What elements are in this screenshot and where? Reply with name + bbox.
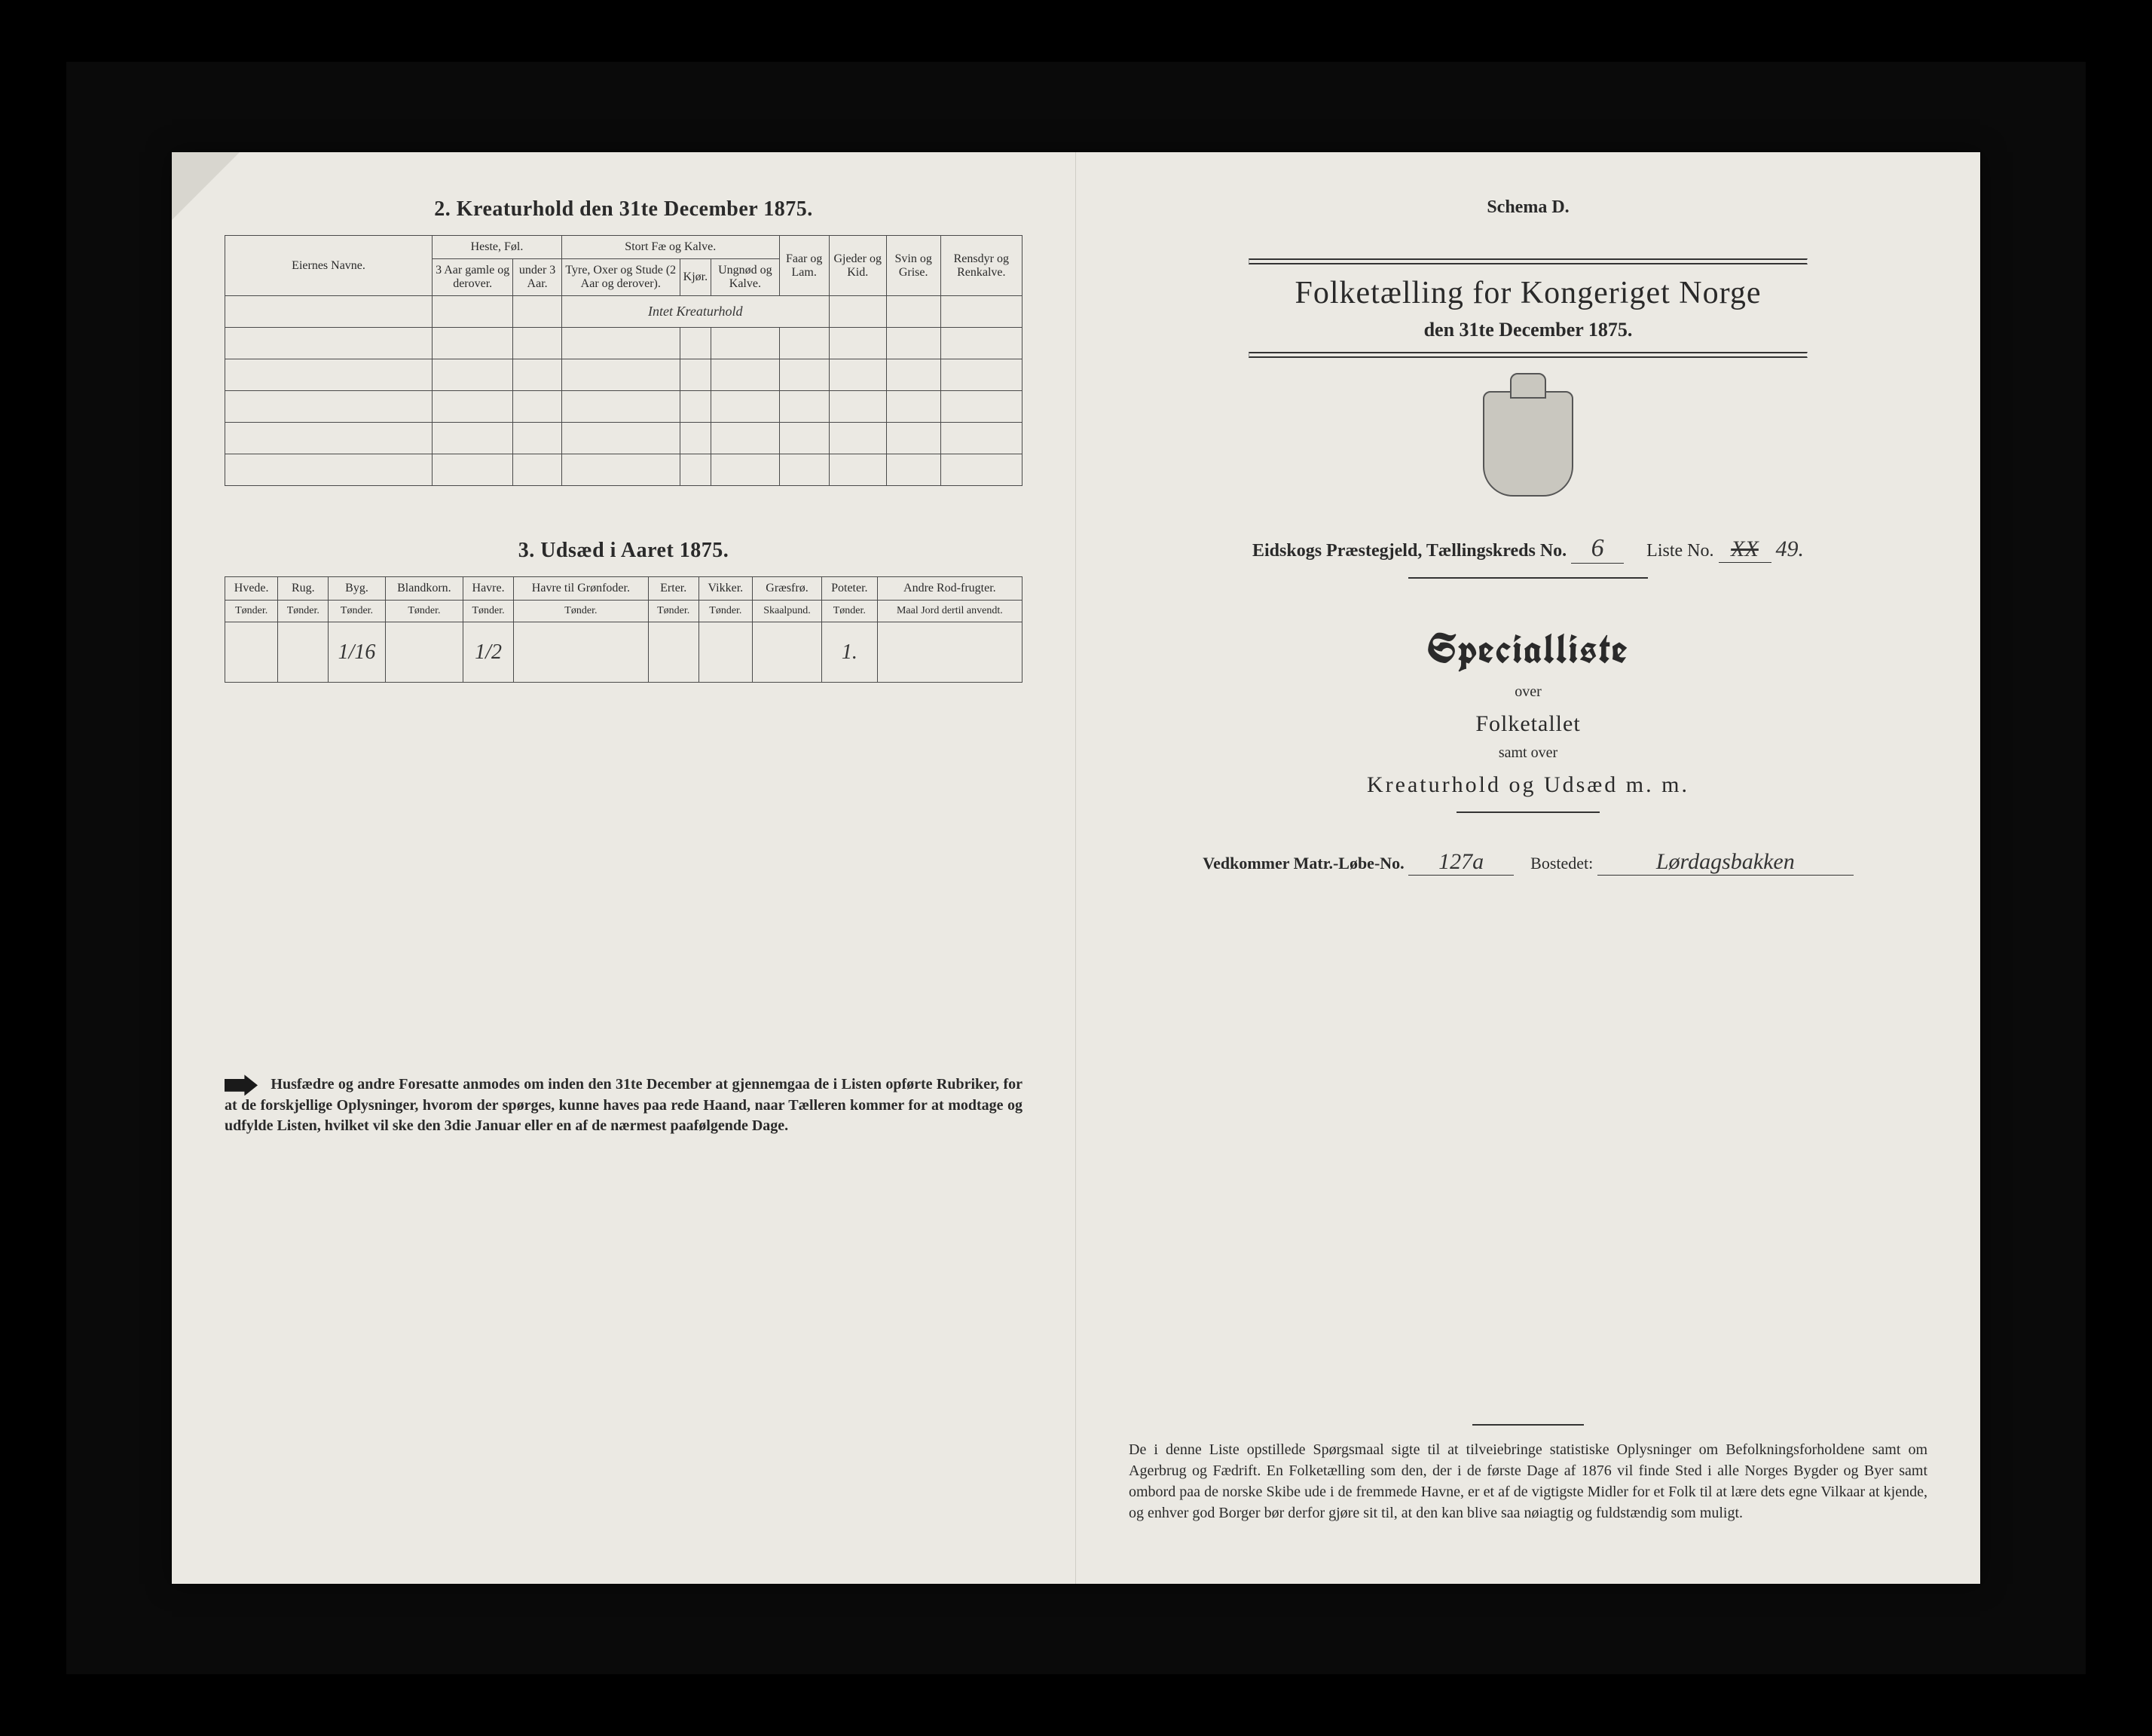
document-spread: 2. Kreaturhold den 31te December 1875. E… [172,152,1980,1584]
bostedet-label: Bostedet: [1530,854,1593,873]
table-row [225,391,433,423]
right-page: Schema D. Folketælling for Kongeriget No… [1076,152,1980,1584]
instruction-text: Husfædre og andre Foresatte anmodes om i… [225,1076,1023,1134]
list-label: Liste No. [1646,541,1713,561]
t3-col-unit: Tønder. [463,601,514,622]
t3-col-head: Andre Rod-frugter. [877,577,1022,601]
specialliste-heading: Specialliste [1129,622,1927,676]
samt-label: samt over [1129,744,1927,762]
matr-no: 127a [1408,849,1514,876]
h-horse-2: under 3 Aar. [513,259,562,296]
t3-col-head: Hvede. [225,577,278,601]
pointer-icon [225,1074,258,1096]
t3-col-head: Poteter. [821,577,877,601]
t3-value [698,622,752,683]
t3-col-head: Rug. [278,577,329,601]
t3-value [877,622,1022,683]
t3-col-unit: Tønder. [225,601,278,622]
list-no-struck: XX [1719,536,1771,563]
folketallet-label: Folketallet [1129,711,1927,737]
t3-col-unit: Maal Jord dertil anvendt. [877,601,1022,622]
t3-col-head: Havre. [463,577,514,601]
grp-horse: Heste, Føl. [433,236,562,259]
rule [1472,1424,1584,1426]
t3-value [648,622,698,683]
t3-col-head: Byg. [329,577,385,601]
table-row [225,296,433,328]
col-pig: Svin og Grise. [886,236,940,296]
t3-col-unit: Tønder. [648,601,698,622]
h-cattle-1: Tyre, Oxer og Stude (2 Aar og derover). [561,259,680,296]
page-corner-fold [172,152,240,220]
list-no: 49. [1776,536,1805,561]
census-subtitle: den 31te December 1875. [1129,319,1927,341]
h-horse-1: 3 Aar gamle og derover. [433,259,513,296]
parish-no: 6 [1571,534,1624,564]
t3-col-head: Havre til Grønfoder. [514,577,649,601]
section2-title: 2. Kreaturhold den 31te December 1875. [225,197,1023,222]
col-owner: Eiernes Navne. [225,236,433,296]
t3-value: 1/16 [329,622,385,683]
table-row [225,359,433,391]
explanatory-paragraph: De i denne Liste opstillede Spørgsmaal s… [1129,1439,1927,1524]
coat-of-arms-icon [1483,391,1573,497]
rule [1249,352,1808,358]
matr-label: Vedkommer Matr.-Løbe-No. [1203,854,1404,873]
t3-value [278,622,329,683]
table-kreaturhold: Eiernes Navne. Heste, Føl. Stort Fæ og K… [225,235,1023,486]
t3-col-unit: Tønder. [385,601,463,622]
bostedet-value: Lørdagsbakken [1597,849,1854,876]
t3-col-head: Vikker. [698,577,752,601]
left-page: 2. Kreaturhold den 31te December 1875. E… [172,152,1076,1584]
rule [1457,811,1600,813]
col-sheep: Faar og Lam. [779,236,829,296]
h-cattle-2: Kjør. [680,259,711,296]
over-label: over [1129,683,1927,701]
t3-col-head: Græsfrø. [753,577,822,601]
table-row [225,328,433,359]
table-row [225,454,433,486]
kreatur-label: Kreaturhold og Udsæd m. m. [1129,772,1927,798]
parish-label: Eidskogs Præstegjeld, Tællingskreds No. [1252,541,1567,561]
schema-label: Schema D. [1129,197,1927,218]
census-title: Folketælling for Kongeriget Norge [1129,275,1927,311]
table-row [225,423,433,454]
section3-title: 3. Udsæd i Aaret 1875. [225,539,1023,563]
t3-value: 1/2 [463,622,514,683]
t3-col-unit: Tønder. [514,601,649,622]
t3-col-unit: Tønder. [329,601,385,622]
rule [1249,258,1808,264]
outer-frame: 2. Kreaturhold den 31te December 1875. E… [66,62,2086,1674]
t3-col-unit: Tønder. [698,601,752,622]
t3-col-unit: Skaalpund. [753,601,822,622]
t3-col-unit: Tønder. [278,601,329,622]
col-rein: Rensdyr og Renkalve. [940,236,1022,296]
t3-value [514,622,649,683]
rule [1408,577,1648,579]
t3-col-unit: Tønder. [821,601,877,622]
t3-col-head: Erter. [648,577,698,601]
instruction-block: Husfædre og andre Foresatte anmodes om i… [225,1074,1023,1136]
table-udsaed: Hvede.Rug.Byg.Blandkorn.Havre.Havre til … [225,576,1023,683]
grp-cattle: Stort Fæ og Kalve. [561,236,779,259]
col-goat: Gjeder og Kid. [829,236,886,296]
parish-line: Eidskogs Præstegjeld, Tællingskreds No. … [1129,534,1927,564]
t3-col-head: Blandkorn. [385,577,463,601]
t3-value [753,622,822,683]
t3-value: 1. [821,622,877,683]
address-line: Vedkommer Matr.-Løbe-No. 127a Bostedet: … [1129,849,1927,876]
t3-value [385,622,463,683]
handwriting-entry: Intet Kreaturhold [561,296,829,328]
h-cattle-3: Ungnød og Kalve. [711,259,780,296]
t3-value [225,622,278,683]
